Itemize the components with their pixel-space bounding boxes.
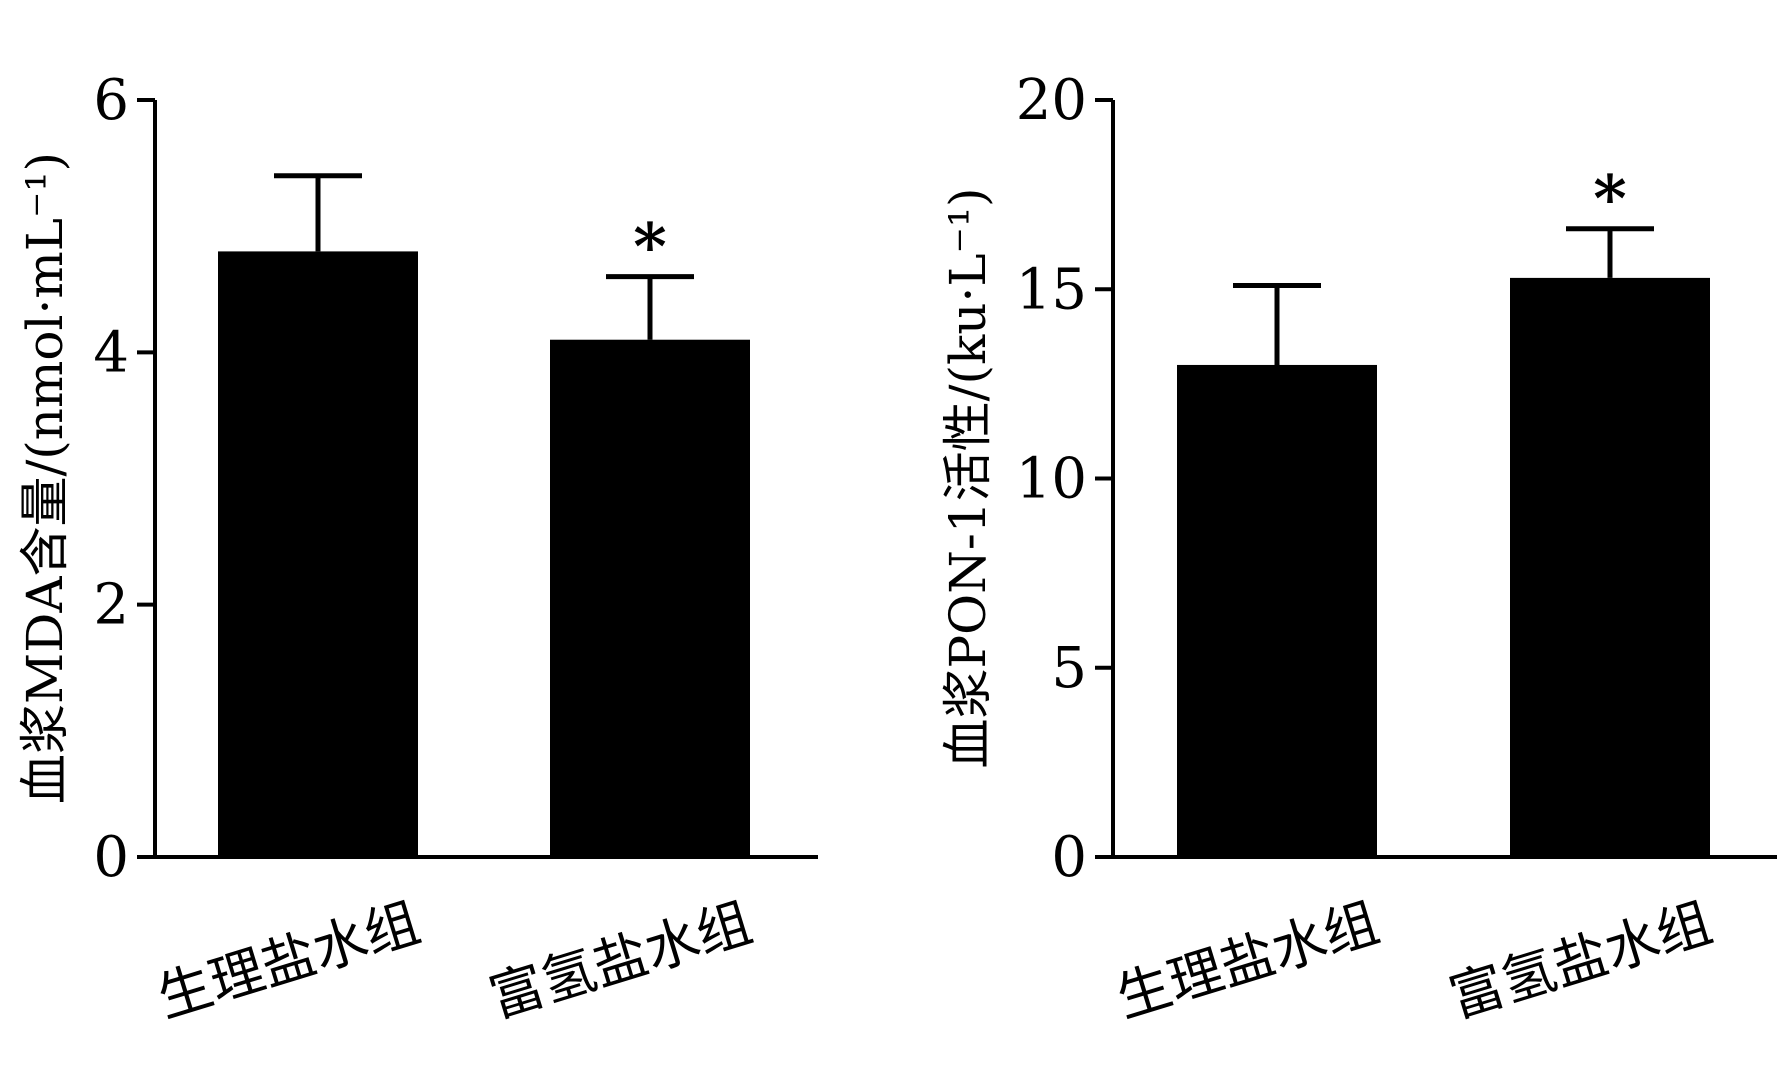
- category-label: 富氢盐水组: [482, 891, 759, 1030]
- y-tick-label: 5: [1051, 636, 1087, 701]
- significance-mark: *: [1593, 162, 1626, 237]
- pon1-chart: 0 5 10 15 20 血浆PON-1活性/(ku·L⁻¹) 生理盐水组 * 富氢盐水组: [939, 68, 1777, 1030]
- y-axis-label: 血浆MDA含量/(nmol·mL⁻¹): [16, 152, 74, 804]
- y-tick-label: 20: [1016, 68, 1087, 133]
- y-tick-label: 0: [1051, 825, 1087, 890]
- y-axis-label: 血浆PON-1活性/(ku·L⁻¹): [939, 188, 997, 769]
- y-tick-label: 4: [93, 320, 129, 385]
- bar: [1177, 364, 1377, 857]
- y-tick-label: 15: [1016, 257, 1087, 322]
- y-tick-label: 0: [93, 825, 129, 890]
- bar: [550, 339, 750, 857]
- category-label: 生理盐水组: [150, 891, 427, 1030]
- y-tick-label: 6: [93, 68, 129, 133]
- bar: [218, 251, 418, 857]
- mda-chart: 0 2 4 6 血浆MDA含量/(nmol·mL⁻¹) 生理盐水组 * 富氢盐水组: [16, 68, 818, 1030]
- y-tick-label: 10: [1016, 447, 1087, 512]
- category-label: 富氢盐水组: [1442, 891, 1719, 1030]
- y-tick-label: 2: [93, 573, 129, 638]
- significance-mark: *: [633, 210, 666, 285]
- bar: [1510, 277, 1710, 857]
- category-label: 生理盐水组: [1109, 891, 1386, 1030]
